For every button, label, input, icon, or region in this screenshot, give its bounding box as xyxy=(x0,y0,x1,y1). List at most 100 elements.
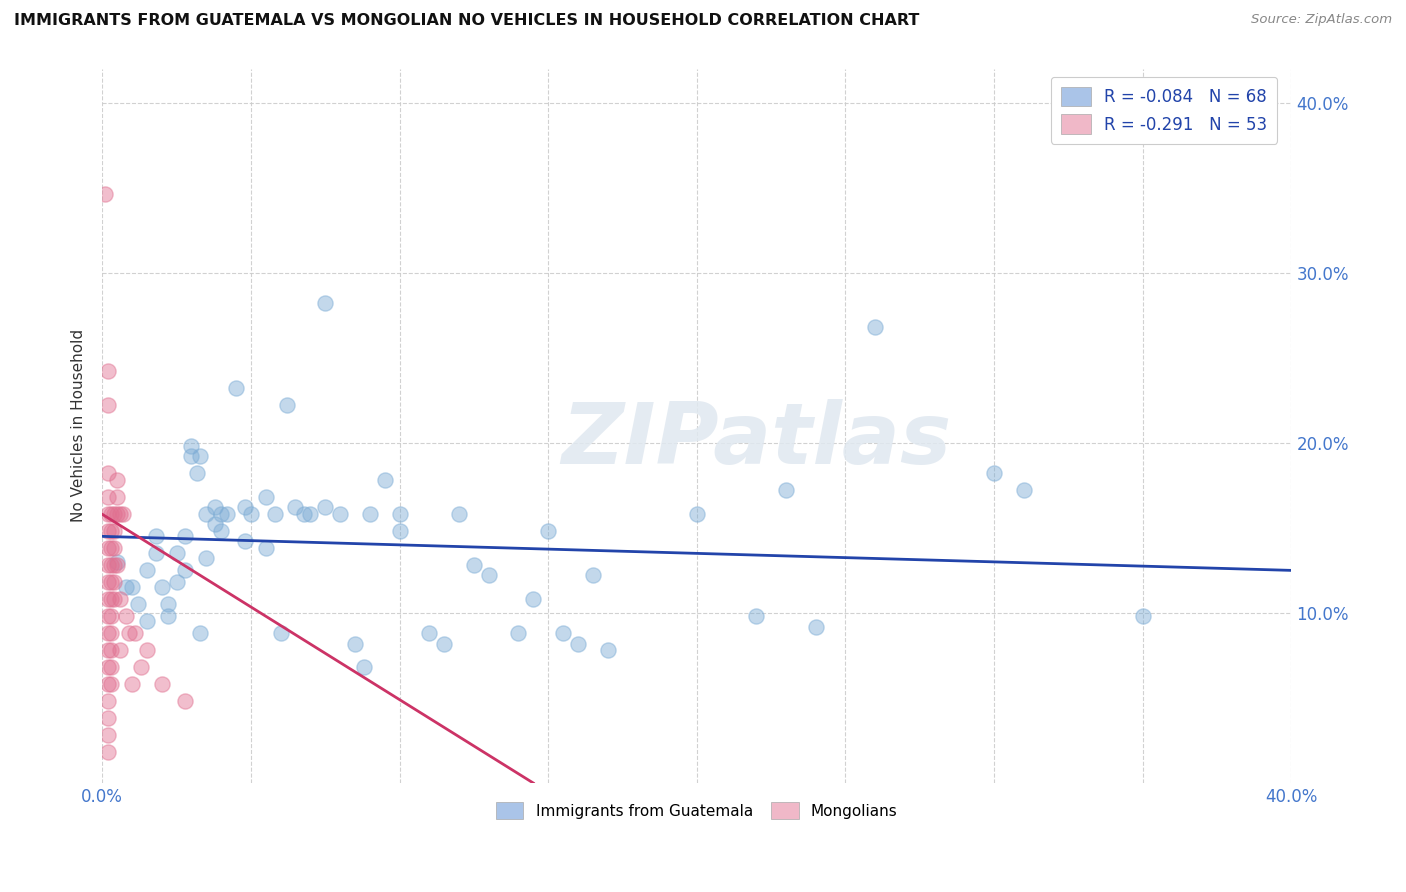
Point xyxy=(97,398,120,412)
Point xyxy=(150,581,173,595)
Point xyxy=(447,508,470,522)
Point xyxy=(135,615,157,629)
Point xyxy=(582,568,605,582)
Point xyxy=(209,524,232,539)
Point xyxy=(204,517,226,532)
Point xyxy=(115,581,138,595)
Point xyxy=(359,508,381,522)
Point xyxy=(145,546,167,560)
Point xyxy=(103,575,125,590)
Point xyxy=(103,508,125,522)
Point xyxy=(100,592,122,607)
Point xyxy=(284,500,307,515)
Point xyxy=(388,524,411,539)
Point xyxy=(263,508,285,522)
Point xyxy=(127,598,149,612)
Point xyxy=(100,541,122,556)
Point xyxy=(983,467,1005,481)
Point xyxy=(276,398,298,412)
Point xyxy=(105,473,128,487)
Point xyxy=(180,450,202,464)
Point xyxy=(329,508,352,522)
Point xyxy=(129,660,152,674)
Point xyxy=(174,529,197,543)
Point xyxy=(115,609,138,624)
Point xyxy=(97,643,120,657)
Point xyxy=(100,660,122,674)
Point xyxy=(186,467,208,481)
Point xyxy=(188,626,211,640)
Point xyxy=(108,592,131,607)
Point xyxy=(105,490,128,504)
Point xyxy=(135,643,157,657)
Point xyxy=(111,508,134,522)
Point xyxy=(233,534,256,549)
Point xyxy=(145,529,167,543)
Point xyxy=(418,626,440,640)
Point xyxy=(188,450,211,464)
Point xyxy=(97,508,120,522)
Point xyxy=(100,508,122,522)
Point xyxy=(292,508,315,522)
Point xyxy=(97,524,120,539)
Point xyxy=(254,490,277,504)
Point xyxy=(166,575,188,590)
Point xyxy=(195,508,218,522)
Point xyxy=(97,694,120,708)
Point xyxy=(195,551,218,566)
Point xyxy=(1012,483,1035,498)
Point xyxy=(863,320,886,334)
Point xyxy=(686,508,709,522)
Point xyxy=(135,563,157,577)
Point xyxy=(209,508,232,522)
Point xyxy=(374,473,396,487)
Legend: Immigrants from Guatemala, Mongolians: Immigrants from Guatemala, Mongolians xyxy=(489,796,904,825)
Point xyxy=(156,598,179,612)
Point xyxy=(97,711,120,725)
Point xyxy=(97,677,120,691)
Point xyxy=(174,563,197,577)
Point xyxy=(108,643,131,657)
Point xyxy=(156,609,179,624)
Point xyxy=(105,508,128,522)
Point xyxy=(97,541,120,556)
Point xyxy=(100,626,122,640)
Point xyxy=(100,575,122,590)
Point xyxy=(97,626,120,640)
Point xyxy=(100,677,122,691)
Point xyxy=(180,439,202,453)
Point xyxy=(105,555,128,569)
Point xyxy=(353,660,375,674)
Point xyxy=(97,364,120,378)
Point xyxy=(150,677,173,691)
Point xyxy=(299,508,322,522)
Point xyxy=(97,728,120,742)
Point xyxy=(105,558,128,573)
Point xyxy=(100,609,122,624)
Point xyxy=(745,609,768,624)
Point xyxy=(804,619,827,633)
Y-axis label: No Vehicles in Household: No Vehicles in Household xyxy=(72,329,86,523)
Text: Source: ZipAtlas.com: Source: ZipAtlas.com xyxy=(1251,13,1392,27)
Point xyxy=(217,508,239,522)
Point xyxy=(97,660,120,674)
Point xyxy=(522,592,544,607)
Point xyxy=(166,546,188,560)
Point xyxy=(233,500,256,515)
Point xyxy=(121,677,143,691)
Point xyxy=(124,626,146,640)
Point xyxy=(174,694,197,708)
Point xyxy=(463,558,485,573)
Point xyxy=(775,483,797,498)
Point xyxy=(239,508,262,522)
Point xyxy=(118,626,141,640)
Point xyxy=(314,296,336,310)
Point xyxy=(97,609,120,624)
Point xyxy=(97,575,120,590)
Point xyxy=(100,524,122,539)
Point xyxy=(1132,609,1154,624)
Point xyxy=(100,558,122,573)
Point xyxy=(100,643,122,657)
Point xyxy=(108,508,131,522)
Point xyxy=(314,500,336,515)
